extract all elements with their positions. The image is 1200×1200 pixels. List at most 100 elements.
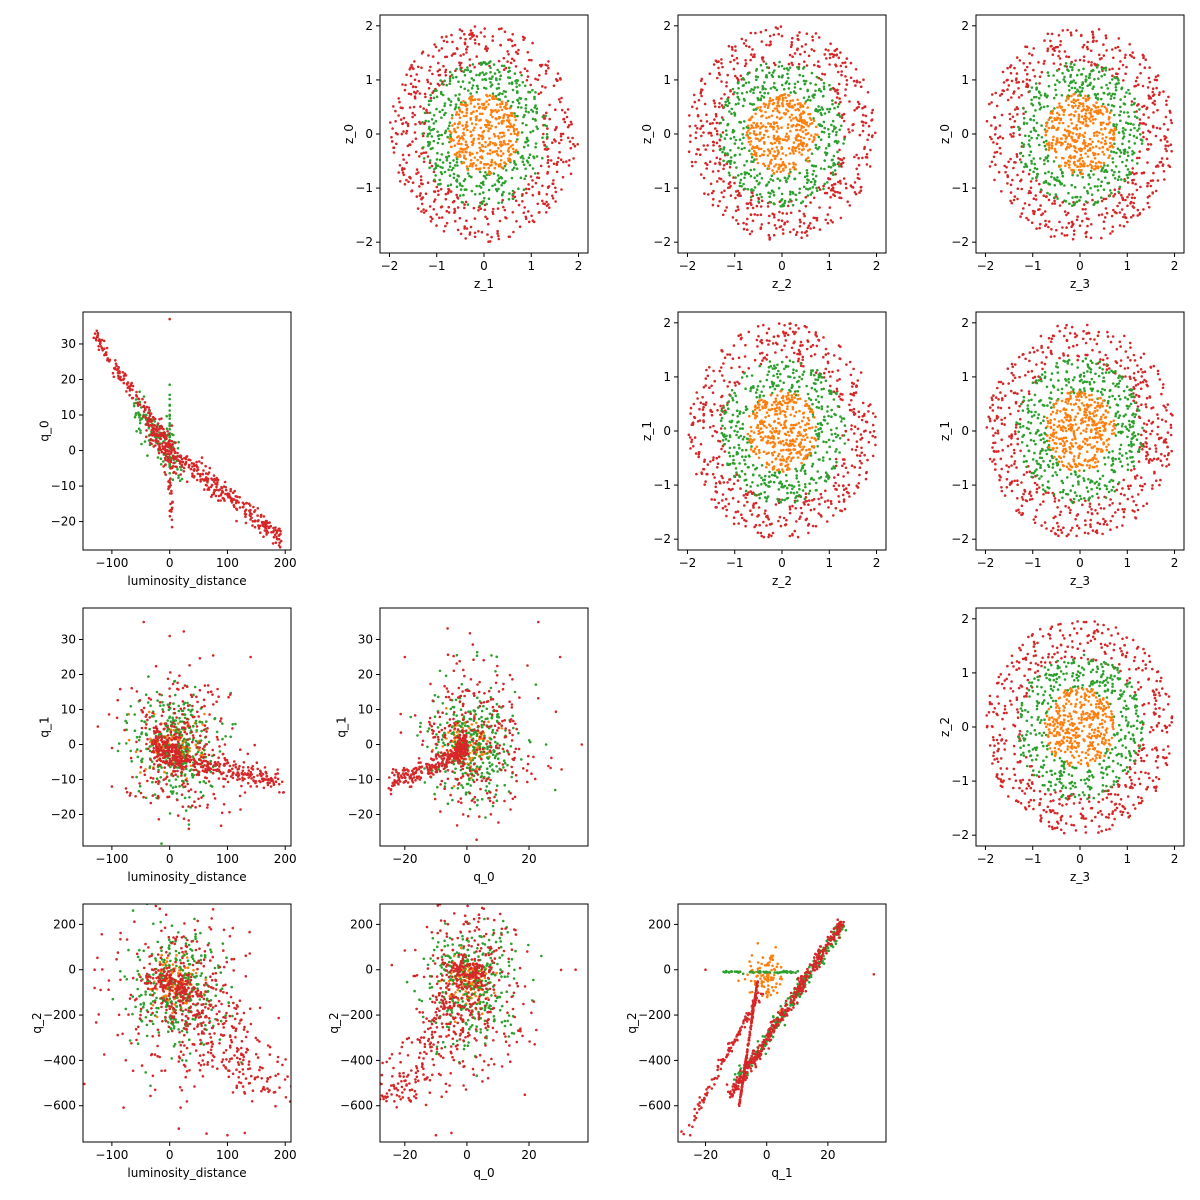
point-red <box>750 230 754 233</box>
point-red <box>744 62 748 65</box>
point-red <box>1155 86 1158 90</box>
point-red <box>531 185 534 189</box>
point-red <box>767 233 771 237</box>
point-green <box>1021 154 1025 158</box>
point-green <box>820 113 823 117</box>
point-green <box>724 100 727 104</box>
point-orange <box>1103 139 1107 143</box>
point-red <box>716 204 720 208</box>
point-red <box>859 438 862 441</box>
point-red <box>765 358 768 361</box>
point-green <box>1069 65 1072 68</box>
point-orange <box>477 137 480 141</box>
point-red <box>449 190 453 193</box>
point-green <box>448 174 452 177</box>
point-red <box>1145 137 1148 141</box>
point-orange <box>501 152 505 155</box>
point-red <box>447 205 451 209</box>
point-red <box>847 128 850 131</box>
point-green <box>466 66 469 69</box>
point-orange <box>1093 134 1096 137</box>
point-red <box>708 366 711 369</box>
point-green <box>806 174 809 178</box>
point-red <box>1011 115 1015 119</box>
point-red <box>1132 201 1135 205</box>
point-orange <box>776 394 779 397</box>
point-red <box>714 162 717 165</box>
point-red <box>1032 47 1035 50</box>
point-green <box>815 390 818 393</box>
point-red <box>1151 191 1154 194</box>
point-red <box>1162 170 1166 173</box>
point-orange <box>478 112 482 116</box>
point-orange <box>513 115 517 119</box>
point-red <box>857 410 861 414</box>
point-red <box>720 191 723 194</box>
point-red <box>1167 164 1170 167</box>
point-green <box>1060 172 1064 175</box>
point-red <box>432 208 436 211</box>
point-red <box>1038 222 1042 226</box>
point-red <box>1117 37 1121 40</box>
point-green <box>820 124 823 127</box>
point-orange <box>785 132 788 136</box>
point-red <box>857 482 860 485</box>
point-orange <box>780 146 783 149</box>
point-red <box>845 363 848 366</box>
point-red <box>418 92 422 95</box>
point-red <box>835 54 838 57</box>
point-green <box>494 94 498 98</box>
point-green <box>746 126 750 130</box>
point-green <box>824 147 828 150</box>
point-green <box>524 98 528 101</box>
point-orange <box>784 112 788 115</box>
point-red <box>814 371 818 375</box>
point-green <box>740 376 744 379</box>
point-red <box>803 50 807 54</box>
point-red <box>732 176 735 179</box>
point-red <box>731 357 735 361</box>
point-green <box>815 75 819 79</box>
point-red <box>1081 208 1085 211</box>
point-green <box>809 82 812 85</box>
point-red <box>871 412 875 415</box>
point-red <box>407 180 410 184</box>
point-orange <box>481 106 485 110</box>
point-green <box>826 107 829 111</box>
point-orange <box>482 166 486 170</box>
point-red <box>1040 213 1043 217</box>
x-tick-label: −2 <box>977 259 995 273</box>
point-red <box>858 81 861 84</box>
point-green <box>780 192 784 196</box>
point-red <box>821 72 824 76</box>
point-green <box>498 98 502 101</box>
point-red <box>464 200 468 204</box>
point-orange <box>775 107 779 110</box>
point-red <box>822 336 825 339</box>
point-green <box>1138 108 1141 111</box>
point-orange <box>813 136 816 139</box>
point-green <box>741 448 744 452</box>
point-orange <box>506 113 509 117</box>
point-orange <box>475 167 478 171</box>
point-green <box>795 474 798 477</box>
point-orange <box>768 97 772 100</box>
point-green <box>1116 178 1120 181</box>
point-green <box>440 116 443 119</box>
point-green <box>475 184 479 188</box>
point-green <box>1069 62 1073 65</box>
point-red <box>1091 33 1095 36</box>
point-green <box>729 137 732 140</box>
point-red <box>804 204 808 208</box>
point-green <box>441 93 445 97</box>
point-green <box>444 111 447 115</box>
point-green <box>745 483 749 487</box>
point-green <box>1120 86 1124 89</box>
y-tick-label: 1 <box>365 73 373 87</box>
point-orange <box>488 149 492 152</box>
point-green <box>812 169 816 173</box>
point-red <box>864 114 868 118</box>
point-red <box>1008 112 1011 116</box>
point-green <box>811 94 814 98</box>
point-orange <box>1056 126 1060 130</box>
